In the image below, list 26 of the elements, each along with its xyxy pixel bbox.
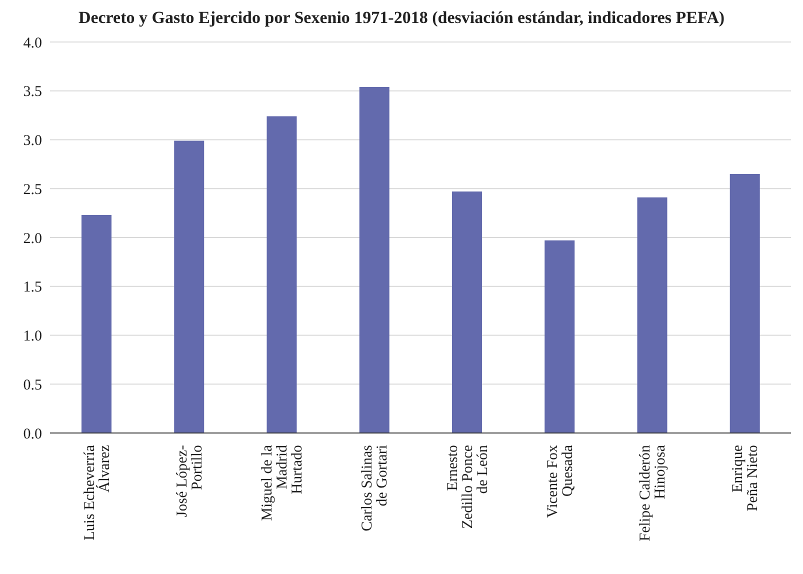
bar [81, 215, 112, 433]
bar [544, 240, 575, 433]
bar [359, 86, 390, 433]
x-tick-label: Carlos Salinas de Gortari [360, 444, 391, 532]
x-tick-label: Ernesto Zedillo Ponce de León [444, 444, 491, 529]
bar [730, 174, 760, 433]
x-tick-label: Enrique Peña Nieto [730, 444, 762, 512]
x-tick-label: Miguel de la Madrid Hurtado [260, 444, 306, 521]
y-tick-label: 1.0 [23, 328, 42, 345]
bar [452, 192, 482, 433]
y-tick-label: 1.5 [23, 280, 42, 296]
y-tick-label: 3.5 [23, 84, 42, 100]
y-tick-label: 2.0 [23, 230, 42, 247]
x-tick-label: Luis Echeverría Álvarez [82, 444, 113, 540]
x-tick-label: Vicente Fox Quesada [544, 444, 576, 518]
bar [637, 197, 668, 433]
x-tick-label: José López- Portillo [174, 445, 206, 518]
bar [174, 140, 204, 433]
chart-title: Decreto y Gasto Ejercido por Sexenio 1971-2018 (desviación estándar, indicadores PEFA) [77, 8, 726, 28]
x-tick-label: Felipe Calderón Hinojosa [638, 444, 669, 542]
y-tick-label: 2.5 [23, 182, 42, 198]
bar [266, 116, 297, 433]
y-tick-label: 3.0 [23, 133, 42, 150]
y-tick-label: 4.0 [23, 35, 42, 52]
y-tick-label: 0.5 [23, 377, 42, 394]
y-tick-label: 0.0 [23, 426, 42, 442]
